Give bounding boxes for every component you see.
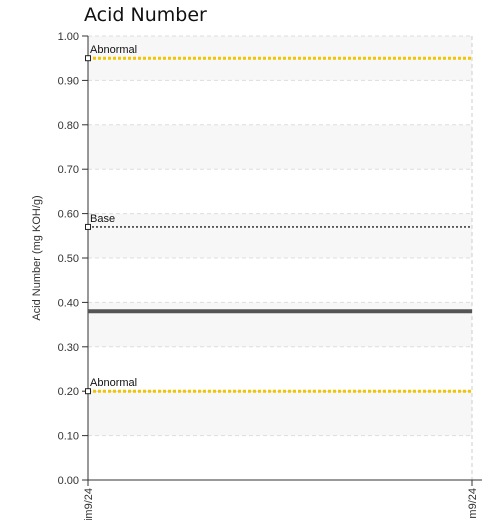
y-axis-label: Acid Number (mg KOH/g) (31, 195, 43, 320)
grid-band (88, 391, 472, 436)
y-tick-label: 0.50 (58, 253, 79, 265)
y-tick-label: 1.00 (58, 31, 79, 43)
y-tick-label: 0.70 (58, 164, 79, 176)
grid-band (88, 124, 472, 170)
reference-label: Abnormal (90, 44, 137, 56)
reference-marker (85, 55, 91, 62)
x-tick-label: m9/24 (467, 488, 479, 519)
y-tick-label: 0.00 (58, 475, 79, 487)
y-tick-label: 0.60 (58, 209, 79, 221)
chart-title: Acid Number (84, 4, 207, 26)
x-tick-label: im9/24 (83, 488, 95, 520)
y-tick-label: 0.20 (58, 386, 79, 398)
y-tick-label: 0.10 (58, 431, 79, 443)
reference-label: Abnormal (90, 377, 137, 389)
reference-label: Base (90, 213, 115, 225)
y-tick-label: 0.40 (58, 297, 79, 309)
y-tick-label: 0.90 (58, 75, 79, 87)
y-tick-label: 0.80 (58, 120, 79, 132)
grid-band (88, 213, 472, 258)
reference-marker (85, 223, 91, 230)
reference-marker (85, 388, 91, 395)
y-tick-label: 0.30 (58, 342, 79, 354)
grid-band (88, 302, 472, 347)
